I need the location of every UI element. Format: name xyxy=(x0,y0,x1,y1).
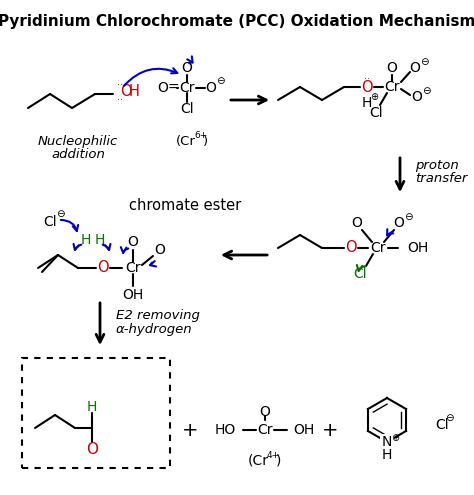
Text: H: H xyxy=(87,400,97,414)
Text: +: + xyxy=(322,420,338,440)
Text: O: O xyxy=(345,241,357,255)
Text: 4+: 4+ xyxy=(267,450,280,459)
Text: H: H xyxy=(95,233,105,247)
Text: O: O xyxy=(157,81,168,95)
Text: ⊖: ⊖ xyxy=(419,57,428,67)
Text: =: = xyxy=(167,81,179,95)
Text: O: O xyxy=(393,216,404,230)
Text: ⊖: ⊖ xyxy=(55,209,64,219)
Text: ··: ·· xyxy=(117,80,123,90)
Text: ⊖: ⊖ xyxy=(422,86,430,96)
Text: ⊖: ⊖ xyxy=(216,76,224,86)
Text: ⊕: ⊕ xyxy=(370,92,378,102)
Text: Cl: Cl xyxy=(44,215,57,229)
Text: HO: HO xyxy=(215,423,236,437)
FancyBboxPatch shape xyxy=(22,358,170,468)
Text: (Cr: (Cr xyxy=(176,136,196,148)
Text: O: O xyxy=(97,260,109,276)
Text: O: O xyxy=(361,80,373,95)
Text: OH: OH xyxy=(122,288,144,302)
Text: Pyridinium Chlorochromate (PCC) Oxidation Mechanism: Pyridinium Chlorochromate (PCC) Oxidatio… xyxy=(0,14,474,29)
Text: E2 removing: E2 removing xyxy=(116,308,200,321)
Text: N: N xyxy=(382,435,392,449)
Text: H: H xyxy=(81,233,91,247)
Text: Cl: Cl xyxy=(180,102,194,116)
Text: ··: ·· xyxy=(117,95,123,105)
Text: H: H xyxy=(362,96,372,110)
Text: ): ) xyxy=(203,136,208,148)
Text: H: H xyxy=(129,85,140,99)
Text: ⊕: ⊕ xyxy=(391,433,399,443)
Text: 6+: 6+ xyxy=(194,132,207,141)
Text: O: O xyxy=(128,235,138,249)
Text: proton: proton xyxy=(415,158,459,171)
Text: OH: OH xyxy=(293,423,314,437)
Text: Cr: Cr xyxy=(384,80,400,94)
Text: α-hydrogen: α-hydrogen xyxy=(116,324,192,337)
Text: addition: addition xyxy=(51,148,105,161)
Text: Cr: Cr xyxy=(257,423,273,437)
Text: H: H xyxy=(382,448,392,462)
Text: ⊖: ⊖ xyxy=(404,212,412,222)
Text: O: O xyxy=(206,81,217,95)
Text: Cl: Cl xyxy=(369,106,383,120)
Text: O: O xyxy=(155,243,165,257)
Text: O: O xyxy=(120,85,132,99)
Text: Nucleophilic: Nucleophilic xyxy=(38,136,118,148)
Text: Cl: Cl xyxy=(353,267,367,281)
Text: O: O xyxy=(387,61,397,75)
Text: O: O xyxy=(86,442,98,456)
Text: ): ) xyxy=(276,453,282,467)
Text: Cl: Cl xyxy=(435,418,448,432)
Text: ··: ·· xyxy=(364,74,370,84)
Text: transfer: transfer xyxy=(415,171,467,185)
Text: (Cr: (Cr xyxy=(248,453,269,467)
Text: Cr: Cr xyxy=(179,81,195,95)
Text: O: O xyxy=(352,216,363,230)
Text: O: O xyxy=(260,405,271,419)
Text: O: O xyxy=(410,61,420,75)
Text: chromate ester: chromate ester xyxy=(129,198,241,212)
Text: Cr: Cr xyxy=(370,241,386,255)
Text: OH: OH xyxy=(407,241,428,255)
Text: ⊖: ⊖ xyxy=(445,413,453,423)
Text: +: + xyxy=(182,420,198,440)
Text: Cr: Cr xyxy=(125,261,141,275)
Text: O: O xyxy=(182,61,192,75)
Text: O: O xyxy=(411,90,422,104)
